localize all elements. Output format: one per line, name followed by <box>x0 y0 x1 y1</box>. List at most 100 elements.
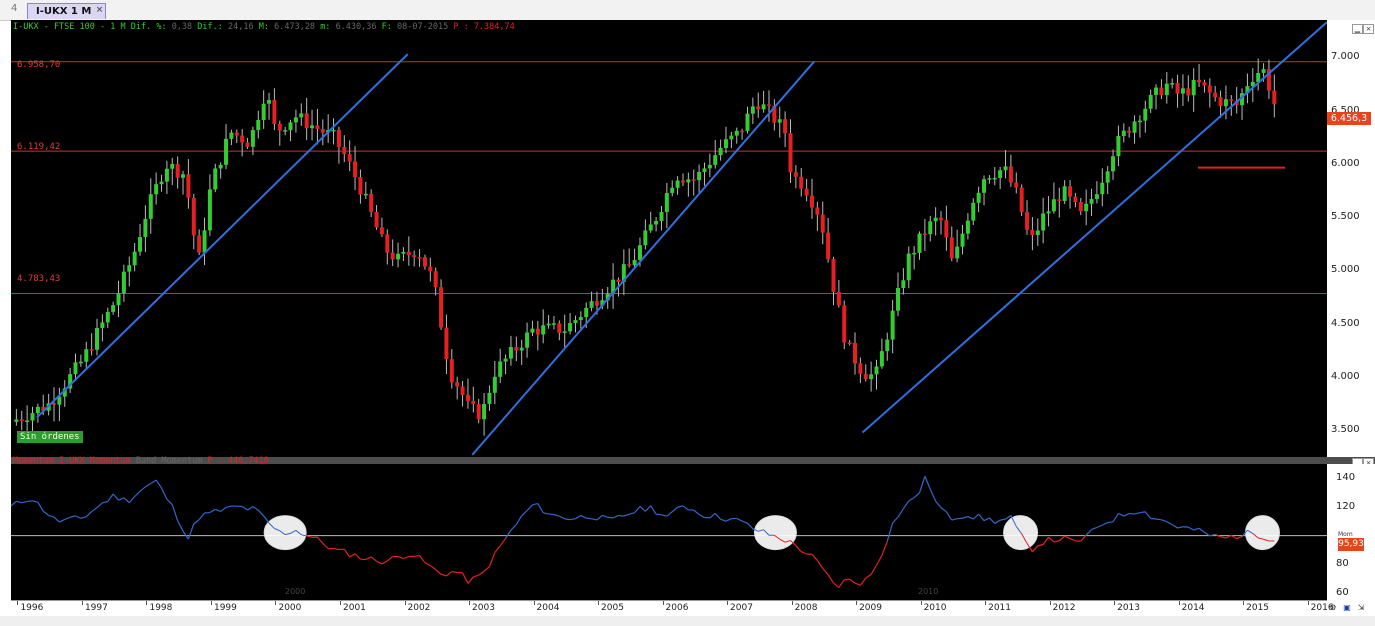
momentum-segment <box>591 518 598 521</box>
momentum-segment <box>682 505 689 511</box>
momentum-segment <box>187 523 195 540</box>
momentum-segment <box>376 560 383 565</box>
candle-up <box>906 253 911 281</box>
momentum-segment-highlight <box>1000 518 1006 521</box>
momentum-segment <box>725 518 732 522</box>
candle-up <box>363 193 368 196</box>
candle-up <box>138 237 143 252</box>
candle-up <box>562 331 567 333</box>
candle-up <box>632 259 637 266</box>
momentum-segment-highlight <box>1252 533 1259 539</box>
candle-down <box>374 211 379 228</box>
momentum-segment <box>1129 512 1135 515</box>
momentum-segment <box>252 506 259 511</box>
candle-up <box>127 265 132 272</box>
candle-up <box>546 323 551 326</box>
candle-down <box>1197 79 1202 83</box>
candle-up <box>659 211 664 221</box>
momentum-segment <box>370 556 377 562</box>
momentum-segment <box>381 560 388 565</box>
momentum-segment <box>521 510 528 517</box>
candle-up <box>181 174 186 178</box>
time-x-axis: 1996 1997 1998 1999 2000 2001 2002 2003 2004 2005… <box>11 600 1334 617</box>
candle-down <box>1078 202 1083 212</box>
momentum-segment <box>446 571 453 577</box>
candle-up <box>1137 120 1142 123</box>
momentum-segment <box>553 514 560 517</box>
candle-up <box>761 104 766 110</box>
candle-up <box>1245 86 1250 94</box>
candle-up <box>164 168 169 182</box>
momentum-value-tag: 95,93 <box>1338 538 1364 551</box>
momentum-segment <box>1144 511 1152 519</box>
candle-up <box>1003 166 1008 171</box>
momentum-segment <box>677 505 684 508</box>
candle-down <box>353 161 358 178</box>
momentum-segment <box>316 536 324 544</box>
candle-up <box>1143 108 1148 121</box>
dif-pct-value: 0,38 <box>171 22 193 32</box>
x-year-label: 2007 <box>730 603 753 613</box>
candle-up <box>288 122 293 131</box>
candle-up <box>78 361 83 364</box>
price-chart-panel[interactable]: I-UKX - FTSE 100 - 1 M Dif. %: 0,38 Dif.… <box>11 20 1328 457</box>
candle-up <box>976 192 981 203</box>
candle-down <box>347 154 352 162</box>
candle-up <box>62 388 67 397</box>
momentum-segment <box>1058 535 1066 542</box>
candle-up <box>664 193 669 212</box>
candle-up <box>1223 99 1228 107</box>
momentum-segment <box>795 545 802 552</box>
candle-down <box>89 349 94 351</box>
candle-down <box>315 125 320 129</box>
momentum-segment <box>801 551 807 555</box>
symbol-label: I-UKX - FTSE 100 - <box>13 22 106 32</box>
x-tick <box>404 601 406 605</box>
close-icon[interactable]: × <box>95 5 104 15</box>
candle-down <box>433 271 438 288</box>
momentum-segment <box>322 542 329 550</box>
x-year-label: 1998 <box>149 603 173 613</box>
settings-icon[interactable]: ⚙ <box>1329 603 1337 612</box>
candle-down <box>412 255 417 258</box>
candle-up <box>261 103 266 120</box>
momentum-segment <box>1107 521 1114 524</box>
minimize-icon[interactable]: ▁ <box>1352 24 1363 34</box>
candle-up <box>643 230 648 246</box>
max-value: 6.473,28 <box>274 22 316 32</box>
chart-tab[interactable]: I-UKX 1 M × <box>27 3 107 19</box>
momentum-panel[interactable] <box>10 464 1327 600</box>
candle-up <box>1094 194 1099 199</box>
momentum-segment-highlight <box>1236 535 1243 540</box>
momentum-segment <box>220 506 227 512</box>
momentum-segment <box>1069 537 1076 542</box>
momentum-segment <box>1150 517 1157 520</box>
momentum-segment <box>698 513 705 519</box>
momentum-segment <box>166 498 173 505</box>
candle-up <box>503 358 508 362</box>
candle-up <box>723 139 728 148</box>
x-year-label: 2015 <box>1246 603 1270 613</box>
close-panel-icon[interactable]: × <box>1363 24 1374 34</box>
momentum-segment <box>10 500 17 507</box>
candle-down <box>853 342 858 364</box>
candle-down <box>471 400 476 405</box>
momentum-segment-highlight <box>1263 538 1270 542</box>
panel-separator[interactable]: Momentum_I-UKX Momentum Band_Momentum P … <box>11 456 1375 466</box>
candle-down <box>197 235 202 253</box>
momentum-segment <box>623 513 630 517</box>
candle-down <box>858 363 863 374</box>
x-year-label: 2014 <box>1181 603 1205 613</box>
candle-up <box>73 362 78 375</box>
candle-up <box>1180 88 1185 94</box>
candle-down <box>616 279 621 282</box>
x-tick <box>662 601 664 605</box>
momentum-segment <box>854 582 861 586</box>
momentum-segment <box>1188 526 1194 531</box>
momentum-segment <box>354 553 361 560</box>
candle-up <box>982 179 987 193</box>
save-icon[interactable]: ▣ <box>1343 603 1351 612</box>
undock-icon[interactable]: ⇲ <box>1357 603 1365 612</box>
trend-line-2 <box>861 21 1328 434</box>
candle-up <box>95 327 100 350</box>
